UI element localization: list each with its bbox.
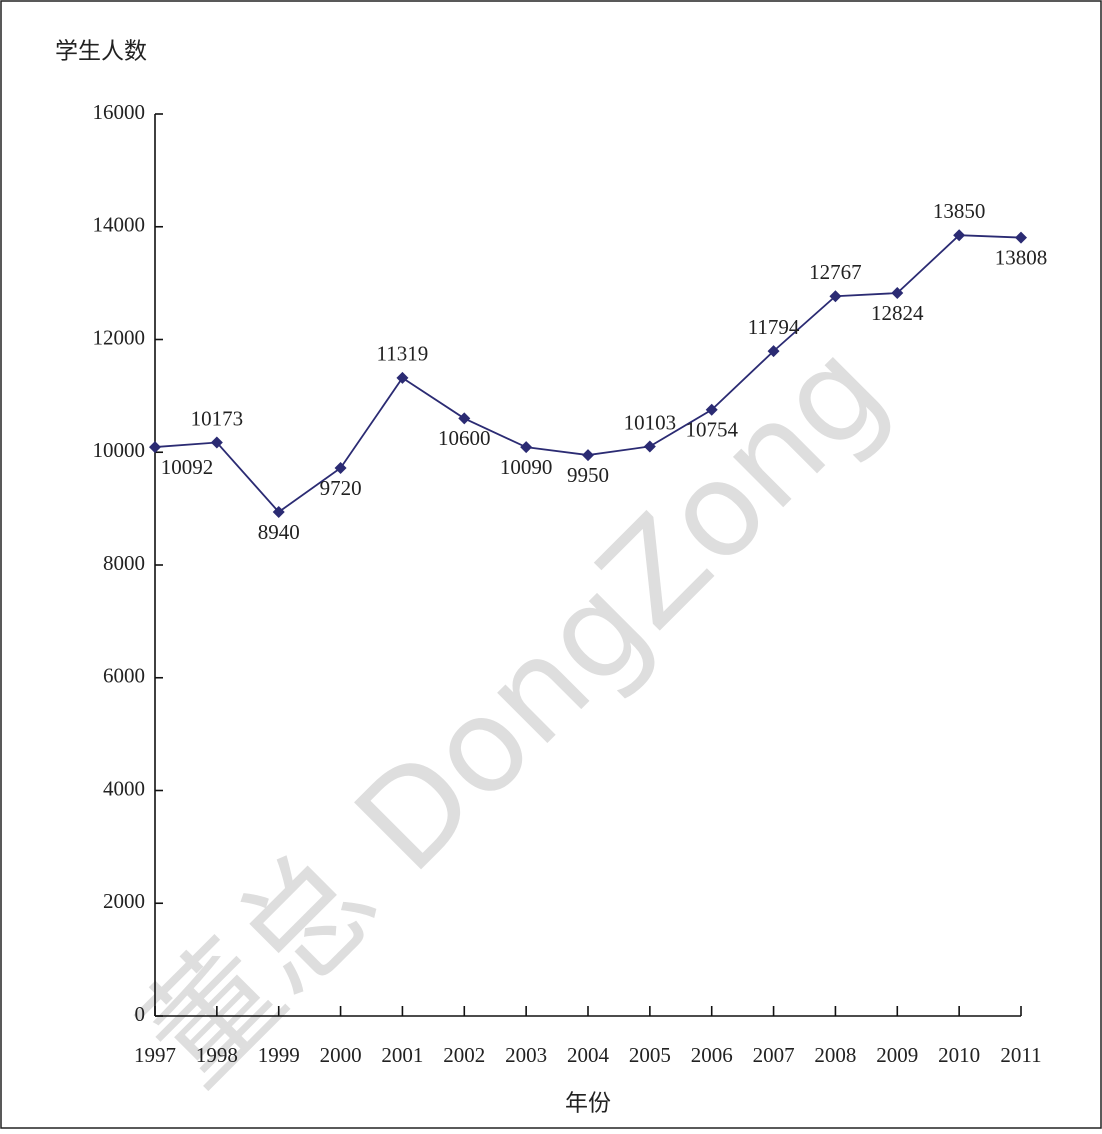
x-tick-label: 1997 [134,1043,176,1067]
data-label: 10173 [191,406,244,430]
marker [334,462,347,475]
data-label: 11794 [748,315,800,339]
data-label: 13808 [995,245,1048,269]
data-label: 10600 [438,426,491,450]
x-axis-label: 年份 [565,1090,611,1115]
watermark: 董总 DongZong [113,313,913,1113]
marker [643,440,656,453]
x-tick-label: 2010 [938,1043,980,1067]
data-label: 10103 [624,410,677,434]
marker [705,403,718,416]
data-label: 9950 [567,463,609,487]
marker [272,506,285,519]
marker [953,229,966,242]
x-tick-label: 2011 [1000,1043,1041,1067]
x-tick-label: 2002 [443,1043,485,1067]
data-label: 12824 [871,301,924,325]
x-tick-label: 1998 [196,1043,238,1067]
y-tick-label: 2000 [103,889,145,913]
data-label: 11319 [377,342,429,366]
marker [210,436,223,449]
x-tick-label: 2000 [320,1043,362,1067]
x-tick-label: 2007 [753,1043,795,1067]
data-label: 8940 [258,520,300,544]
marker [458,412,471,425]
data-label: 10092 [161,455,214,479]
y-tick-label: 10000 [93,438,146,462]
y-tick-label: 0 [135,1002,146,1026]
marker [396,371,409,384]
y-tick-label: 4000 [103,776,145,800]
marker [891,287,904,300]
marker [829,290,842,303]
marker [767,345,780,358]
x-tick-label: 2006 [691,1043,733,1067]
x-tick-label: 2005 [629,1043,671,1067]
x-tick-label: 2001 [381,1043,423,1067]
data-label: 9720 [320,476,362,500]
marker [149,441,161,454]
y-tick-label: 8000 [103,551,145,575]
x-tick-label: 2003 [505,1043,547,1067]
marker [582,449,594,462]
y-tick-label: 12000 [93,325,146,349]
y-tick-label: 6000 [103,664,145,688]
data-label: 12767 [809,260,862,284]
data-label: 13850 [933,199,986,223]
x-tick-label: 2004 [567,1043,610,1067]
x-tick-label: 1999 [258,1043,300,1067]
data-label: 10090 [500,455,553,479]
y-tick-label: 14000 [93,213,146,237]
data-label: 10754 [685,418,738,442]
x-tick-label: 2009 [876,1043,918,1067]
y-tick-label: 16000 [93,100,146,124]
y-axis-label: 学生人数 [55,38,147,63]
x-tick-label: 2008 [814,1043,856,1067]
marker [520,441,533,454]
marker [1015,231,1027,244]
